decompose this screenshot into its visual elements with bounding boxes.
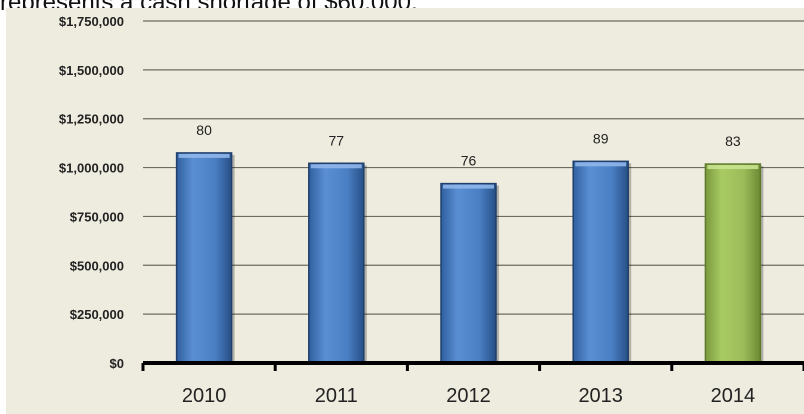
bar-2010 bbox=[175, 152, 233, 364]
data-labels: 80 77 76 89 83 bbox=[196, 122, 741, 169]
x-tick-label: 2010 bbox=[182, 385, 227, 407]
y-axis-ticks: $0 $250,000 $500,000 $750,000 $1,000,000 $1,2… bbox=[59, 14, 124, 371]
x-tick-label: 2012 bbox=[446, 385, 491, 407]
bar-cap bbox=[443, 184, 494, 189]
y-tick-label: $250,000 bbox=[70, 307, 124, 322]
y-tick-label: $1,500,000 bbox=[59, 63, 124, 78]
chart-background bbox=[6, 8, 804, 414]
x-tick-label: 2011 bbox=[315, 385, 358, 407]
y-tick-label: $500,000 bbox=[70, 258, 124, 273]
data-label: 76 bbox=[461, 153, 477, 169]
bars bbox=[175, 152, 764, 364]
y-tick-label: $1,250,000 bbox=[59, 112, 124, 127]
x-tick-label: 2014 bbox=[711, 385, 756, 407]
bar-cap bbox=[178, 153, 230, 158]
bar-2011 bbox=[308, 162, 365, 364]
bar-cap bbox=[707, 165, 759, 170]
y-tick-label: $1,000,000 bbox=[59, 161, 124, 176]
bar-2013 bbox=[572, 160, 629, 364]
data-label: 83 bbox=[725, 133, 741, 149]
x-axis: 2010 2011 2012 2013 2014 bbox=[141, 361, 804, 407]
bar-cap bbox=[310, 164, 362, 169]
x-tick-label: 2013 bbox=[578, 385, 623, 407]
data-label: 77 bbox=[329, 132, 345, 148]
bar-2014 bbox=[704, 163, 762, 364]
y-tick-label: $0 bbox=[110, 356, 124, 371]
data-label: 80 bbox=[196, 122, 212, 138]
bar-cap bbox=[575, 162, 627, 167]
y-tick-label: $1,750,000 bbox=[59, 14, 124, 29]
y-tick-label: $750,000 bbox=[70, 209, 124, 224]
data-label: 89 bbox=[593, 130, 609, 146]
bar-2012 bbox=[440, 182, 497, 364]
